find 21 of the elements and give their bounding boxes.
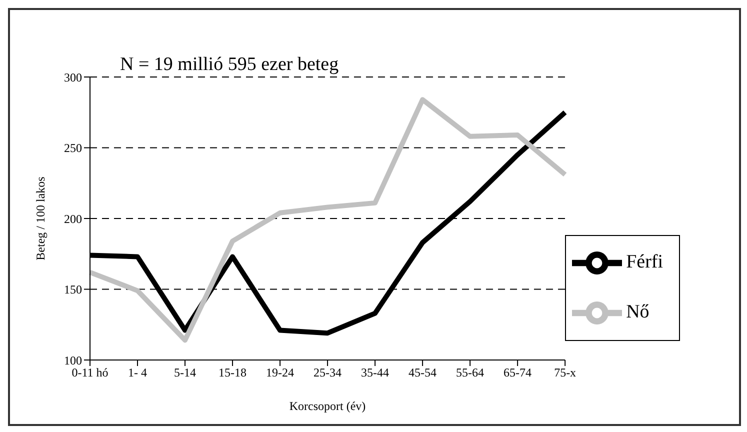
y-tick-label: 100 bbox=[64, 353, 82, 368]
legend-label: Férfi bbox=[626, 251, 663, 272]
x-tick-label: 25-34 bbox=[314, 366, 342, 380]
x-tick-label: 75-x bbox=[554, 366, 576, 380]
legend-label: Nő bbox=[626, 301, 650, 322]
y-tick-label: 300 bbox=[64, 70, 82, 84]
x-tick-label: 55-64 bbox=[456, 366, 484, 380]
x-tick-label: 35-44 bbox=[361, 366, 390, 380]
x-tick-label: 19-24 bbox=[266, 366, 294, 380]
x-tick-label: 1- 4 bbox=[128, 366, 148, 380]
x-tick-label: 15-18 bbox=[218, 366, 247, 380]
y-tick-label: 150 bbox=[64, 282, 82, 297]
y-tick-label: 250 bbox=[64, 141, 82, 156]
y-axis-title: Beteg / 100 lakos bbox=[33, 176, 48, 260]
x-tick-label: 45-54 bbox=[408, 366, 437, 380]
y-tick-label: 200 bbox=[64, 212, 82, 226]
chart-title: N = 19 millió 595 ezer beteg bbox=[120, 54, 339, 76]
x-axis-title: Korcsoport (év) bbox=[289, 399, 366, 413]
x-tick-label: 65-74 bbox=[504, 366, 532, 380]
x-tick-label: 0-11 hó bbox=[72, 366, 108, 380]
x-tick-label: 5-14 bbox=[174, 366, 196, 380]
